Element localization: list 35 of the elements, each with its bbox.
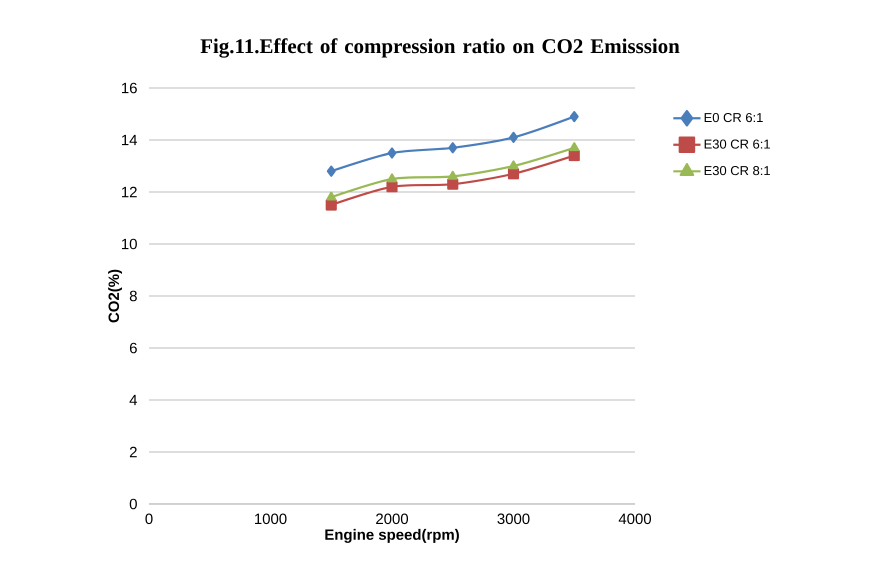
y-tick-label: 2 <box>130 446 137 458</box>
y-tick-label: 6 <box>130 342 137 354</box>
y-tick-label: 14 <box>122 134 138 146</box>
x-tick-label: 2000 <box>376 514 408 524</box>
x-tick-label: 4000 <box>618 514 652 524</box>
x-tick-label: 0 <box>145 514 153 524</box>
y-axis-title: CO2(%) <box>108 270 122 322</box>
y-tick-label: 0 <box>130 498 137 510</box>
y-tick-label: 4 <box>130 394 138 406</box>
point <box>326 199 337 211</box>
chart-title: Fig.11.Effect of compression ratio on CO2 Emisssion <box>200 38 680 58</box>
point <box>386 181 398 192</box>
point <box>509 132 518 143</box>
x-tick-label: 3000 <box>497 514 530 524</box>
point <box>568 150 580 162</box>
point <box>447 178 458 190</box>
point <box>448 170 458 180</box>
x-tick-label: 1000 <box>255 514 287 524</box>
point <box>508 168 520 180</box>
legend-label: E30 CR 8:1 <box>704 166 770 176</box>
point <box>388 147 396 159</box>
y-tick-label: 12 <box>122 186 137 198</box>
point <box>326 166 336 177</box>
point <box>448 142 458 154</box>
point <box>570 111 579 122</box>
point <box>569 142 580 152</box>
point <box>387 173 397 182</box>
x-axis-title: Engine speed(rpm) <box>325 528 459 543</box>
y-tick-label: 10 <box>122 238 137 250</box>
y-tick-label: 8 <box>130 290 137 302</box>
point <box>508 160 518 170</box>
y-tick-label: 16 <box>122 82 137 94</box>
point <box>326 192 336 201</box>
legend-label: E30 CR 6:1 <box>704 139 770 149</box>
legend-label: E0 CR 6:1 <box>704 112 763 122</box>
